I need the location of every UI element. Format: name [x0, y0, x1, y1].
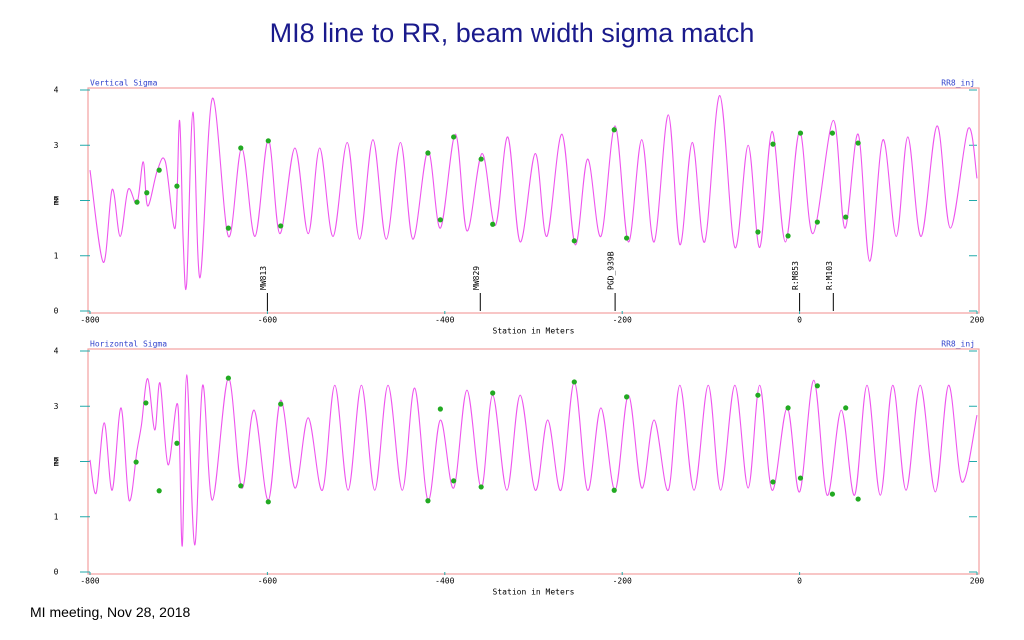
measured-point	[855, 140, 861, 146]
measured-point	[278, 223, 284, 229]
measured-point	[225, 225, 231, 231]
sigma-curve	[89, 94, 978, 291]
measured-point	[829, 130, 836, 136]
y-tick-label: 2	[54, 196, 59, 205]
measured-point	[451, 134, 457, 140]
element-label: MW829	[472, 266, 481, 290]
measured-point	[478, 156, 484, 162]
chart-title: Vertical Sigma	[90, 79, 158, 88]
measured-point	[490, 221, 496, 227]
x-tick-label: -600	[258, 577, 277, 586]
measured-point	[814, 383, 820, 389]
measured-point	[843, 405, 849, 411]
x-axis-label: Station in Meters	[493, 327, 575, 336]
footer: MI meeting, Nov 28, 2018	[30, 604, 191, 620]
measured-point	[133, 459, 139, 465]
measured-point	[425, 498, 431, 504]
y-tick-label: 4	[54, 347, 59, 356]
element-label: PGD_939B	[607, 251, 616, 290]
measured-point	[174, 183, 180, 189]
measured-point	[278, 401, 284, 407]
x-tick-label: -200	[613, 316, 632, 325]
measured-point	[490, 390, 496, 396]
measured-point	[624, 394, 630, 400]
measured-point	[144, 190, 150, 196]
x-tick-label: -400	[435, 577, 454, 586]
y-tick-label: 1	[54, 251, 59, 260]
measured-point	[134, 199, 140, 205]
measured-point	[437, 217, 443, 223]
measured-point	[611, 127, 617, 133]
measured-point	[143, 400, 149, 406]
y-tick-label: 0	[54, 568, 59, 577]
chart-label: RR8_inj	[941, 340, 975, 349]
sigma-curve	[89, 374, 978, 547]
plot-frame	[87, 87, 980, 314]
x-tick-label: 200	[970, 316, 985, 325]
x-tick-label: 0	[797, 577, 802, 586]
measured-point	[156, 167, 162, 173]
measured-point	[174, 440, 180, 446]
chart-title: Horizontal Sigma	[90, 340, 167, 349]
measured-point	[478, 484, 484, 490]
x-tick-label: -400	[435, 316, 454, 325]
chart-label: RR8_inj	[941, 79, 975, 88]
measured-point	[156, 488, 162, 494]
element-label: R:M103	[825, 261, 834, 290]
x-axis-label: Station in Meters	[493, 588, 575, 597]
y-tick-label: 2	[54, 457, 59, 466]
measured-point	[571, 379, 577, 385]
x-tick-label: -200	[613, 577, 632, 586]
x-tick-label: 0	[797, 316, 802, 325]
measured-point	[238, 145, 244, 151]
slide-title: MI8 line to RR, beam width sigma match	[269, 18, 755, 48]
x-tick-label: -800	[80, 577, 99, 586]
y-axis-label: mm	[52, 196, 61, 206]
y-tick-label: 1	[54, 512, 59, 521]
measured-point	[829, 491, 836, 497]
measured-point	[797, 130, 804, 136]
y-tick-label: 3	[54, 402, 59, 411]
measured-point	[425, 150, 431, 156]
x-tick-label: -600	[258, 316, 277, 325]
measured-point	[225, 375, 231, 381]
measured-point	[770, 479, 776, 485]
measured-point	[770, 141, 776, 147]
y-axis-label: mm	[52, 457, 61, 467]
measured-point	[755, 392, 761, 398]
measured-point	[624, 235, 630, 241]
measured-point	[238, 483, 244, 489]
measured-point	[797, 475, 804, 481]
element-label: MW813	[259, 266, 268, 290]
x-tick-label: -800	[80, 316, 99, 325]
measured-point	[855, 496, 861, 502]
measured-point	[755, 229, 761, 235]
element-label: R:M853	[791, 261, 800, 290]
measured-point	[843, 214, 849, 220]
measured-point	[571, 238, 577, 244]
y-tick-label: 3	[54, 141, 59, 150]
measured-point	[785, 405, 791, 411]
measured-point	[265, 499, 271, 505]
measured-point	[785, 233, 791, 239]
measured-point	[611, 487, 617, 493]
plot-frame	[87, 348, 980, 575]
measured-point	[451, 478, 457, 484]
measured-point	[265, 138, 271, 144]
x-tick-label: 200	[970, 577, 985, 586]
measured-point	[437, 406, 443, 412]
y-tick-label: 4	[54, 86, 59, 95]
y-tick-label: 0	[54, 307, 59, 316]
measured-point	[814, 219, 820, 225]
